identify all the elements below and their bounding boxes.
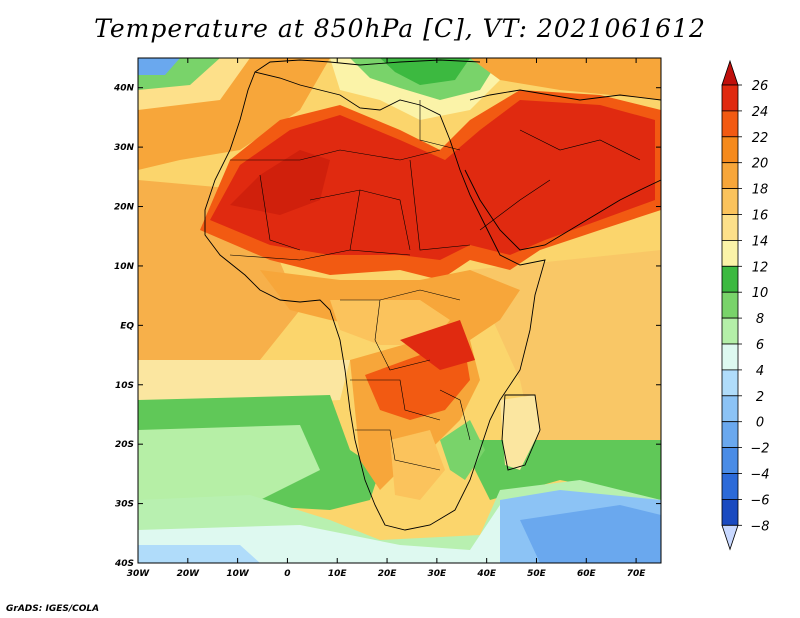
field-indian-ocean <box>470 250 661 470</box>
colorbar-label: 14 <box>752 234 769 249</box>
colorbar-swatch <box>721 395 739 423</box>
lat-tick-label: 40N <box>113 84 135 94</box>
lon-tick-label: 20E <box>378 569 398 579</box>
colorbar-label: 22 <box>752 131 769 146</box>
colorbar-label: 10 <box>752 286 769 301</box>
field-mozambique-green <box>440 420 485 480</box>
border-1 <box>230 149 441 161</box>
lon-tick-label: 20W <box>177 569 201 579</box>
europe-coastline <box>254 59 481 73</box>
lon-tick-label: 0 <box>284 569 290 579</box>
field-hot-core <box>210 100 655 260</box>
lon-tick-label: 10W <box>226 569 250 579</box>
arabia-coastline <box>464 169 661 251</box>
colorbar-label: 24 <box>752 105 769 120</box>
lon-tick-label: 50E <box>527 569 547 579</box>
colorbar-label: 0 <box>756 416 764 431</box>
lat-tick-label: 30N <box>114 143 135 153</box>
lat-tick-label: 20N <box>114 203 135 213</box>
colorbar-label: 20 <box>752 157 769 172</box>
temperature-field <box>138 58 661 563</box>
border-12 <box>419 100 461 151</box>
colorbar-swatch <box>721 369 739 397</box>
colorbar-swatch <box>721 447 739 474</box>
colorbar-label: 2 <box>756 390 764 405</box>
field-hot-core-west <box>230 150 330 215</box>
africa-coastline <box>204 71 546 531</box>
lat-tick-label: 20S <box>115 440 134 450</box>
field-madagascar <box>500 395 540 470</box>
colorbar-swatch <box>721 162 739 189</box>
lon-tick-label: 30W <box>127 569 151 579</box>
colorbar-swatch <box>721 214 739 241</box>
colorbar-swatch <box>721 239 739 267</box>
border-10 <box>355 429 441 471</box>
colorbar-label: 16 <box>752 209 769 224</box>
madagascar-coastline <box>501 394 541 471</box>
lon-tick-label: 40E <box>476 569 497 579</box>
colorbar-swatch <box>721 421 739 449</box>
border-11 <box>439 389 471 441</box>
lat-tick-label: EQ <box>120 321 134 331</box>
border-4 <box>349 189 361 251</box>
colorbar-label: 12 <box>752 260 769 275</box>
field-light-green-west <box>138 425 320 500</box>
colorbar-swatch <box>721 84 739 112</box>
colorbar-swatch <box>721 498 739 526</box>
field-nw-atlantic-blue <box>138 58 180 75</box>
field-sw-blue <box>138 545 260 563</box>
chart-title: Temperature at 850hPa [C], VT: 202106161… <box>94 14 706 43</box>
latitude-axis: 40N 30N 20N 10N EQ 10S 20S 30S 40S <box>113 84 661 569</box>
border-8 <box>374 299 431 371</box>
lon-tick-label: 30E <box>428 569 448 579</box>
field-southern-deepblue <box>520 505 661 563</box>
colorbar-label: −4 <box>750 468 769 483</box>
grads-credit: GrADS: IGES/COLA <box>6 604 100 614</box>
border-6 <box>229 249 411 261</box>
field-middle-east-north <box>470 58 661 100</box>
border-5 <box>409 159 471 251</box>
colorbar-top-arrow <box>721 59 739 86</box>
longitude-axis: 30W 20W 10W 0 10E 20E 30E 40E 50E 60E 70E <box>127 58 647 579</box>
colorbar-label: 26 <box>752 79 769 94</box>
lon-tick-label: 60E <box>577 569 597 579</box>
colorbar-swatch <box>721 473 739 500</box>
coastlines <box>204 59 661 531</box>
colorbar-label: 4 <box>756 364 764 379</box>
lat-tick-label: 10S <box>115 381 134 391</box>
field-med-deepgreen <box>380 58 470 85</box>
colorbar-label: 8 <box>756 312 764 327</box>
colorbar-swatch <box>721 188 739 215</box>
colorbar-label: 18 <box>752 183 769 198</box>
lon-tick-label: 10E <box>328 569 348 579</box>
border-7 <box>340 289 461 301</box>
colorbar-swatch <box>721 136 739 164</box>
colorbar-swatch <box>721 110 739 138</box>
colorbar-swatch <box>721 343 739 371</box>
colorbar-swatch <box>721 265 739 293</box>
country-borders <box>229 100 641 471</box>
colorbar-label: −2 <box>750 442 769 457</box>
colorbar-swatch <box>721 291 739 319</box>
border-3 <box>309 189 411 251</box>
lon-tick-label: 70E <box>627 569 647 579</box>
border-9 <box>350 379 441 421</box>
lat-tick-label: 40S <box>114 559 134 569</box>
field-tanzania-hot <box>400 320 475 370</box>
border-2 <box>259 174 301 251</box>
border-13 <box>519 129 641 161</box>
map-frame <box>137 57 662 564</box>
colorbar-label: −6 <box>750 493 769 508</box>
colorbar-label: −8 <box>750 519 769 534</box>
lat-tick-label: 30S <box>115 500 134 510</box>
lat-tick-label: 10N <box>114 262 135 272</box>
colorbar-bottom-arrow <box>721 524 739 551</box>
asia-coastline <box>469 89 661 101</box>
colorbar-label: 6 <box>756 338 764 353</box>
border-14 <box>479 179 551 231</box>
colorbar-swatch <box>721 317 739 345</box>
